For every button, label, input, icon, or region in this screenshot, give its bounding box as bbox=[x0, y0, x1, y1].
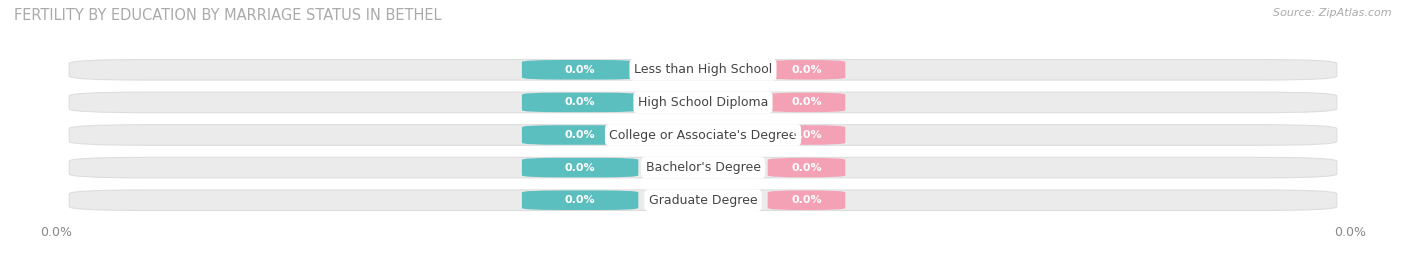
Text: 0.0%: 0.0% bbox=[792, 163, 821, 173]
FancyBboxPatch shape bbox=[522, 60, 638, 80]
FancyBboxPatch shape bbox=[69, 125, 1337, 145]
FancyBboxPatch shape bbox=[768, 158, 845, 177]
Text: 0.0%: 0.0% bbox=[565, 97, 595, 107]
Text: 0.0%: 0.0% bbox=[565, 65, 595, 75]
Text: 0.0%: 0.0% bbox=[565, 130, 595, 140]
FancyBboxPatch shape bbox=[522, 190, 638, 210]
FancyBboxPatch shape bbox=[522, 158, 638, 177]
Text: FERTILITY BY EDUCATION BY MARRIAGE STATUS IN BETHEL: FERTILITY BY EDUCATION BY MARRIAGE STATU… bbox=[14, 8, 441, 23]
Text: College or Associate's Degree: College or Associate's Degree bbox=[609, 129, 797, 141]
FancyBboxPatch shape bbox=[69, 92, 1337, 113]
FancyBboxPatch shape bbox=[522, 125, 638, 145]
Text: 0.0%: 0.0% bbox=[565, 163, 595, 173]
Text: Source: ZipAtlas.com: Source: ZipAtlas.com bbox=[1274, 8, 1392, 18]
Text: High School Diploma: High School Diploma bbox=[638, 96, 768, 109]
FancyBboxPatch shape bbox=[768, 125, 845, 145]
Text: 0.0%: 0.0% bbox=[792, 195, 821, 205]
FancyBboxPatch shape bbox=[69, 190, 1337, 211]
FancyBboxPatch shape bbox=[69, 157, 1337, 178]
Text: 0.0%: 0.0% bbox=[792, 97, 821, 107]
FancyBboxPatch shape bbox=[768, 93, 845, 112]
Text: Graduate Degree: Graduate Degree bbox=[648, 194, 758, 207]
FancyBboxPatch shape bbox=[522, 93, 638, 112]
FancyBboxPatch shape bbox=[69, 59, 1337, 80]
FancyBboxPatch shape bbox=[768, 190, 845, 210]
Text: 0.0%: 0.0% bbox=[565, 195, 595, 205]
FancyBboxPatch shape bbox=[768, 60, 845, 80]
Text: Bachelor's Degree: Bachelor's Degree bbox=[645, 161, 761, 174]
Text: Less than High School: Less than High School bbox=[634, 63, 772, 76]
Text: 0.0%: 0.0% bbox=[792, 65, 821, 75]
Text: 0.0%: 0.0% bbox=[792, 130, 821, 140]
